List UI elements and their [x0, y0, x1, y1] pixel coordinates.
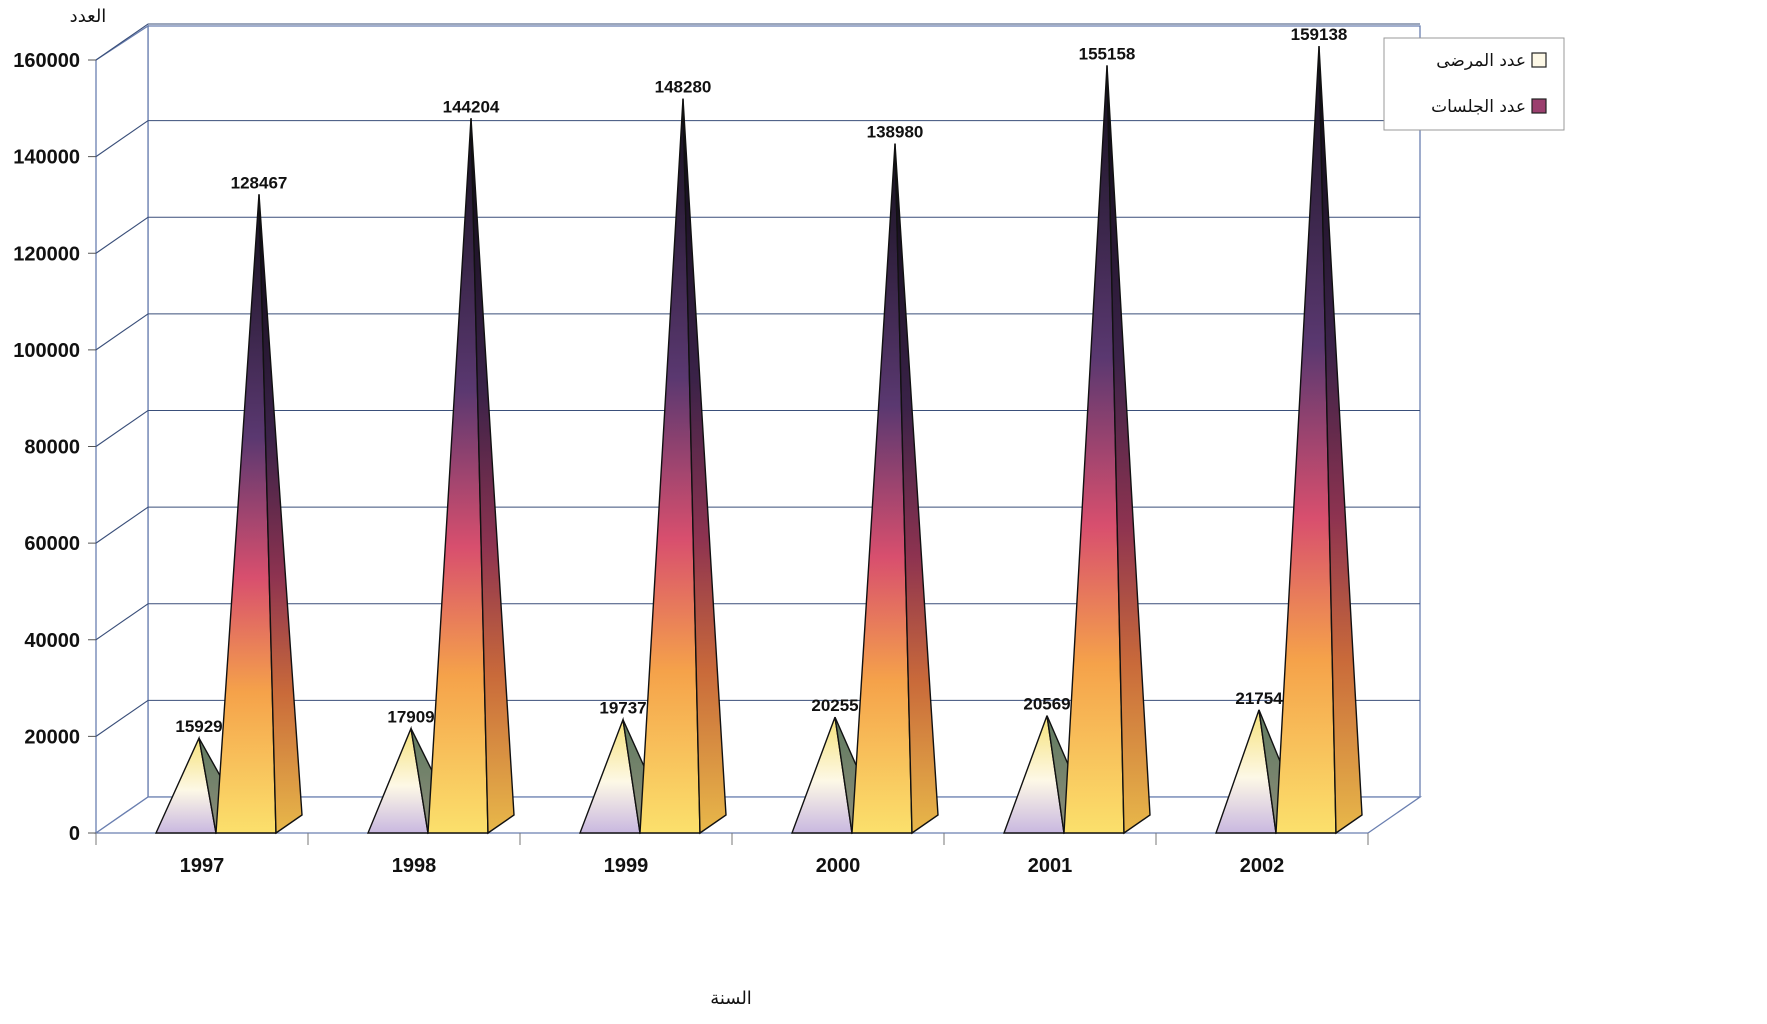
y-axis: 0 20000 40000 60000 80000 100000 120000 140000 1…	[13, 50, 96, 845]
gridline	[95, 216, 1420, 254]
gridlines	[95, 23, 1420, 737]
legend-label-sessions: عدد الجلسات	[1431, 97, 1526, 117]
patients-bar-1998-label: 17909	[387, 707, 434, 726]
sessions-bar-1999-label: 148280	[655, 78, 712, 97]
gridline	[95, 699, 1420, 737]
y-tick-label: 20000	[24, 726, 80, 748]
x-axis: 1997 1998 1999 2000 2001 2002	[95, 833, 1369, 877]
sessions-bar-1998-label: 144204	[443, 97, 500, 116]
sessions-bar-1997-label: 128467	[231, 173, 288, 192]
sessions-bar-2000-side	[894, 143, 939, 835]
gridline	[95, 23, 1420, 61]
sessions-bar-2001-side	[1106, 65, 1151, 835]
gridline	[95, 120, 1420, 158]
legend-swatch-sessions	[1531, 98, 1547, 114]
bars	[154, 46, 1363, 835]
legend: عدد المرضى عدد الجلسات	[1383, 37, 1565, 131]
x-tick-label: 2000	[816, 855, 861, 877]
sessions-bar-2000-label: 138980	[867, 123, 924, 142]
legend-swatch-patients	[1531, 52, 1547, 68]
sessions-bar-2001-label: 155158	[1079, 44, 1136, 63]
y-tick-label: 60000	[24, 533, 80, 555]
gridline	[95, 409, 1420, 447]
patients-bar-1997-label: 15929	[175, 717, 222, 736]
x-tick-label: 1998	[392, 855, 437, 877]
back-wall	[147, 25, 1421, 798]
y-tick-label: 140000	[13, 147, 80, 169]
x-axis-title: السنة	[710, 988, 752, 1009]
y-tick-label: 0	[69, 823, 80, 845]
sessions-bar-1999-side	[682, 98, 727, 835]
patients-bar-2002-label: 21754	[1235, 689, 1283, 708]
data-labels: 15929 128467 17909 144204 19737 148280 20255 13…	[175, 25, 1347, 736]
legend-label-patients: عدد المرضى	[1436, 51, 1526, 71]
patients-bar-2001-label: 20569	[1023, 695, 1070, 714]
x-tick-label: 2002	[1240, 855, 1285, 877]
sessions-bar-2002-side	[1318, 46, 1363, 835]
y-tick-label: 40000	[24, 630, 80, 652]
y-axis-title: العدد	[70, 6, 107, 27]
x-tick-label: 1999	[604, 855, 649, 877]
y-tick-label: 80000	[24, 437, 80, 459]
patients-bar-1999-label: 19737	[599, 699, 646, 718]
sessions-bar-2002-label: 159138	[1291, 25, 1348, 44]
y-tick-label: 120000	[13, 243, 80, 265]
x-tick-label: 1997	[180, 855, 225, 877]
gridline	[95, 313, 1420, 351]
patients-bar-2000-label: 20255	[811, 696, 858, 715]
gridline	[95, 603, 1420, 641]
sessions-bar-1997-side	[258, 194, 303, 835]
side-wall	[95, 24, 149, 835]
x-tick-label: 2001	[1028, 855, 1073, 877]
gridline	[95, 506, 1420, 544]
y-tick-label: 100000	[13, 340, 80, 362]
sessions-bar-1998-side	[470, 118, 515, 835]
y-tick-label: 160000	[13, 50, 80, 72]
